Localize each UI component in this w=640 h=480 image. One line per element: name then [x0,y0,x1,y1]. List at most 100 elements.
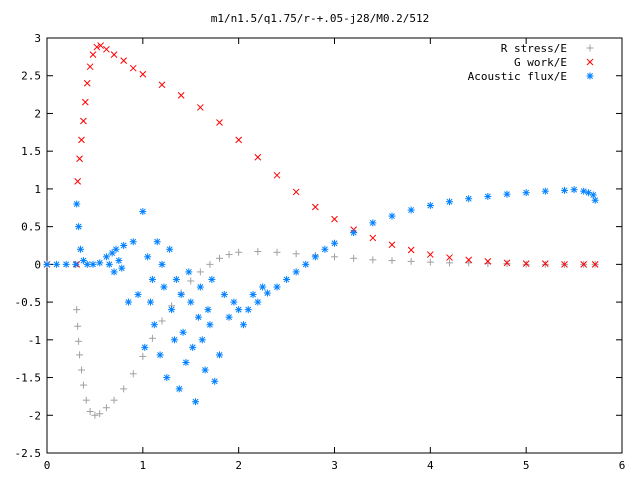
data-point [102,403,111,412]
data-point [249,290,258,299]
data-point [179,328,188,337]
data-point [311,252,320,261]
data-point [177,91,185,99]
y-tick-label: 1.5 [21,145,41,158]
data-point [207,275,216,284]
data-point [139,70,147,78]
data-point [74,337,83,346]
data-point [90,411,99,420]
data-point [196,283,205,291]
data-point [282,275,291,284]
legend-label-acoustic-flux: Acoustic flux/E [468,70,567,83]
data-point [72,200,81,208]
data-point [541,187,550,196]
data-point [170,335,179,344]
data-point [426,251,434,259]
data-point [196,103,204,111]
data-point [75,350,84,359]
data-point [153,237,162,246]
data-point [407,246,415,254]
data-point [177,290,186,299]
x-axis: 0 1 2 3 4 5 6 [44,38,625,472]
data-point [483,192,492,201]
data-point [184,267,193,276]
data-point [191,397,200,406]
legend-marker [586,44,594,52]
data-point [215,350,224,359]
data-point [79,381,88,390]
data-point [140,343,149,352]
data-point [229,298,238,307]
data-point [181,358,190,367]
data-point [110,51,118,59]
data-point [426,258,435,267]
data-point [110,396,119,405]
data-point [158,81,166,89]
data-point [79,117,87,125]
data-point [73,322,82,331]
data-point [263,289,272,298]
y-axis: -2.5 -2 -1.5 -1 -0.5 0 0.5 1 1.5 2 2.5 3 [15,32,622,460]
data-point [198,335,207,344]
data-point [349,254,358,263]
data-point [62,260,71,269]
data-point [220,290,229,299]
y-tick-label: -2 [28,409,41,422]
x-tick-label: 4 [427,459,434,472]
data-point [407,257,416,266]
data-point [426,201,435,210]
data-point [273,283,281,291]
x-tick-label: 3 [331,459,338,472]
data-point [138,352,147,361]
data-point [119,384,128,393]
data-point [215,254,224,263]
data-point [503,259,511,268]
y-tick-label: 2 [34,107,41,120]
data-point [234,248,243,257]
data-point [388,212,396,221]
data-point [292,188,300,196]
data-point [445,197,454,206]
data-point [102,252,111,261]
data-point [369,234,377,242]
legend-label-r-stress: R stress/E [501,42,567,55]
data-point [119,241,128,250]
data-point [194,313,203,322]
data-point [95,258,104,267]
data-point [522,188,531,197]
data-point [205,260,214,269]
data-point [331,215,338,223]
data-point [114,256,123,265]
y-tick-label: -1 [28,334,41,347]
data-point [89,51,97,59]
data-point [86,407,95,416]
data-point [186,298,195,307]
data-point [541,260,550,269]
data-point [72,305,81,314]
data-point [52,260,61,269]
data-point [253,247,262,256]
data-point [134,290,143,299]
data-point [112,245,120,254]
data-point [86,63,94,71]
data-point [311,203,319,211]
data-point [210,377,219,386]
data-point [235,136,243,144]
data-point [129,369,138,378]
data-point [76,245,85,254]
series-0 [43,247,600,420]
data-point [258,283,267,291]
data-point [158,316,166,325]
data-point [120,57,128,65]
data-point [330,239,339,248]
data-point [204,305,212,314]
data-point [196,267,205,276]
data-point [388,256,396,265]
data-point [175,384,184,393]
data-point [503,190,511,199]
data-point [95,409,104,418]
data-point [225,313,234,322]
data-point [292,249,301,258]
data-point [167,305,176,314]
data-point [124,298,133,307]
